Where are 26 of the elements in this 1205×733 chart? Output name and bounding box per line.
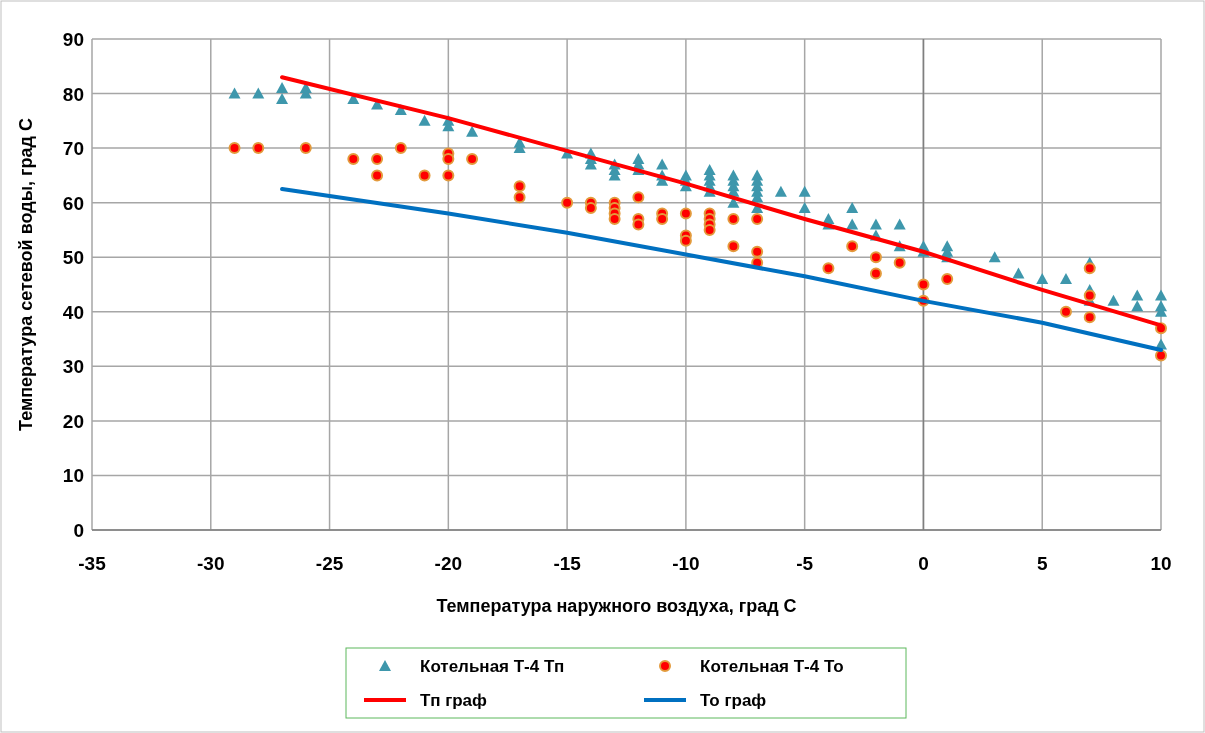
- x-tick-label: 5: [1036, 553, 1048, 574]
- x-tick-label: -25: [315, 553, 344, 574]
- x-tick-label: -35: [78, 553, 107, 574]
- x-tick-label: -20: [434, 553, 463, 574]
- y-tick-label: 40: [62, 301, 84, 323]
- y-tick-label: 70: [62, 138, 84, 160]
- x-tick-label: -10: [672, 553, 700, 574]
- x-tick-label: -5: [796, 553, 814, 574]
- legend-label: Котельная Т-4 То: [700, 657, 844, 676]
- x-tick-label: 0: [918, 553, 929, 574]
- y-tick-label: 90: [62, 29, 84, 50]
- y-tick-label: 80: [62, 83, 84, 105]
- y-tick-label: 10: [62, 465, 84, 487]
- y-tick-label: 0: [73, 520, 84, 541]
- y-axis-title: Температура сетевой воды, град С: [16, 118, 36, 431]
- y-tick-label: 30: [62, 356, 84, 378]
- y-tick-label: 20: [62, 410, 84, 432]
- x-axis-title: Температура наружного воздуха, град С: [436, 596, 797, 616]
- x-tick-label: -30: [197, 553, 225, 574]
- x-tick-label: -15: [553, 553, 582, 574]
- x-tick-label: 10: [1150, 553, 1172, 574]
- legend-label: Котельная Т-4 Тп: [420, 657, 565, 676]
- legend-label: Тп граф: [420, 691, 488, 710]
- legend-label: То граф: [700, 691, 767, 710]
- y-tick-label: 50: [62, 247, 84, 269]
- y-tick-label: 60: [62, 192, 84, 214]
